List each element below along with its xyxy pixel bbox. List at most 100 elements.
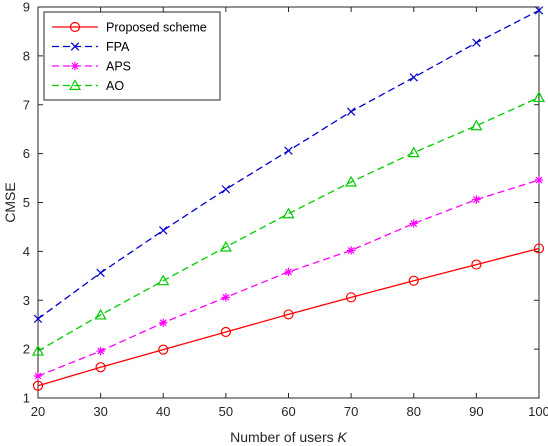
- legend-label-ao: AO: [106, 79, 124, 93]
- data-point-proposed-scheme: [158, 344, 169, 355]
- y-tick-label: 7: [23, 97, 30, 112]
- x-tick-label: 80: [407, 404, 421, 419]
- legend-marker-aps: [70, 61, 80, 71]
- triangle-marker-shape: [68, 79, 82, 91]
- y-tick-label: 6: [23, 146, 30, 161]
- asterisk-marker-stroke: [222, 293, 230, 301]
- data-point-proposed-scheme: [533, 243, 545, 254]
- x-tick-label: 60: [281, 404, 295, 419]
- series-layer: [31, 6, 546, 391]
- data-point-ao: [282, 207, 295, 219]
- x-tick-label: 40: [156, 404, 170, 419]
- asterisk-marker-stroke: [97, 347, 105, 355]
- legend-label-aps: APS: [106, 60, 131, 74]
- data-point-ao: [157, 274, 170, 286]
- series-line-proposed-scheme: [37, 247, 540, 387]
- data-point-fpa: [409, 73, 418, 82]
- data-point-ao: [94, 308, 107, 320]
- x-marker-stroke: [159, 226, 168, 235]
- asterisk-marker-stroke: [71, 62, 79, 70]
- series-proposed-scheme: [32, 243, 545, 391]
- circle-marker-shape: [408, 275, 419, 286]
- series-aps: [33, 175, 544, 381]
- data-point-aps: [534, 175, 544, 185]
- circle-marker-shape: [32, 380, 44, 391]
- x-marker-stroke: [221, 185, 231, 194]
- asterisk-marker-stroke: [535, 176, 543, 184]
- asterisk-marker-stroke: [347, 246, 355, 254]
- data-point-aps: [284, 267, 293, 277]
- x-axis-label-text: Number of users: [230, 429, 333, 445]
- y-tick-label: 4: [23, 244, 30, 259]
- x-marker-stroke: [534, 6, 544, 15]
- data-point-fpa: [346, 107, 356, 116]
- data-point-ao: [345, 175, 358, 187]
- x-tick-label: 20: [31, 404, 45, 419]
- legend-marker-proposed-scheme: [69, 21, 81, 33]
- triangle-marker-shape: [407, 146, 420, 158]
- series-ao: [31, 91, 546, 356]
- x-tick-label: 90: [469, 404, 483, 419]
- x-marker-stroke: [284, 146, 293, 155]
- legend-entry-aps: APS: [52, 60, 131, 74]
- data-point-proposed-scheme: [95, 362, 106, 373]
- data-point-proposed-scheme: [32, 380, 44, 391]
- y-tick-label: 5: [23, 195, 30, 210]
- data-point-proposed-scheme: [283, 309, 294, 320]
- asterisk-marker-stroke: [159, 319, 167, 327]
- triangle-marker-shape: [532, 91, 546, 103]
- legend-label-proposed-scheme: Proposed scheme: [106, 21, 207, 35]
- data-point-fpa: [284, 146, 293, 155]
- circle-marker-shape: [346, 292, 357, 303]
- data-point-proposed-scheme: [220, 326, 231, 338]
- triangle-marker-shape: [219, 240, 232, 252]
- asterisk-marker-stroke: [410, 220, 418, 227]
- circle-marker-shape: [471, 259, 482, 270]
- data-point-proposed-scheme: [471, 259, 482, 270]
- data-point-fpa: [159, 226, 168, 235]
- series-line-aps: [37, 179, 540, 377]
- data-point-ao: [407, 146, 420, 158]
- data-point-fpa: [33, 314, 43, 324]
- x-tick-label: 50: [219, 404, 233, 419]
- legend-entry-proposed-scheme: Proposed scheme: [52, 21, 207, 35]
- x-marker-stroke: [472, 38, 481, 47]
- x-axis-label: Number of users K: [230, 429, 347, 445]
- data-point-ao: [31, 344, 45, 356]
- data-point-aps: [221, 293, 231, 302]
- circle-marker-shape: [220, 326, 231, 338]
- legend-label-fpa: FPA: [106, 40, 130, 54]
- data-point-aps: [346, 246, 356, 255]
- axis-ticks: 20 30 40 50 60 70 80 90 100 1 2 3 4 5 6 7 8 9: [23, 0, 548, 419]
- circle-marker-shape: [158, 344, 169, 355]
- data-point-aps: [96, 346, 105, 356]
- legend: Proposed scheme FPA APS AO: [43, 11, 221, 101]
- x-marker-stroke: [346, 107, 356, 116]
- triangle-marker-shape: [157, 274, 170, 286]
- y-tick-label: 1: [23, 391, 30, 406]
- legend-entry-fpa: FPA: [52, 40, 130, 54]
- triangle-marker-shape: [31, 344, 45, 356]
- x-tick-label: 100: [528, 404, 548, 419]
- data-point-fpa: [472, 38, 481, 47]
- data-point-ao: [532, 91, 546, 103]
- x-marker-stroke: [70, 42, 80, 51]
- data-point-fpa: [221, 185, 231, 194]
- legend-marker-ao: [68, 79, 82, 91]
- x-tick-label: 30: [93, 404, 107, 419]
- data-point-fpa: [96, 268, 105, 278]
- x-marker-stroke: [33, 314, 43, 324]
- data-point-proposed-scheme: [408, 275, 419, 286]
- triangle-marker-shape: [282, 207, 295, 219]
- circle-marker-shape: [95, 362, 106, 373]
- triangle-marker-shape: [345, 175, 358, 187]
- y-tick-label: 2: [23, 342, 30, 357]
- data-point-ao: [470, 119, 483, 131]
- x-marker-stroke: [96, 268, 105, 278]
- legend-marker-fpa: [70, 42, 80, 51]
- legend-entry-ao: AO: [52, 79, 124, 93]
- circle-marker-shape: [533, 243, 545, 254]
- y-tick-label: 3: [23, 293, 30, 308]
- data-point-proposed-scheme: [346, 292, 357, 303]
